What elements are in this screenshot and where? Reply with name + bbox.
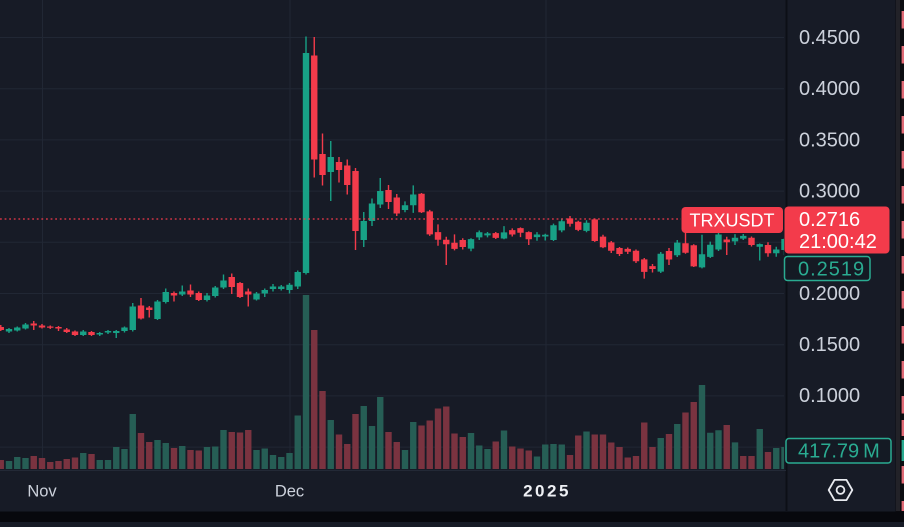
svg-text:Nov: Nov <box>27 483 57 501</box>
svg-text:0.3000: 0.3000 <box>799 181 860 203</box>
svg-text:0.2000: 0.2000 <box>799 283 860 305</box>
svg-text:21:00:42: 21:00:42 <box>799 231 877 253</box>
svg-text:0.2716: 0.2716 <box>799 209 860 231</box>
svg-text:Dec: Dec <box>275 483 304 501</box>
svg-text:TRXUSDT: TRXUSDT <box>690 211 775 231</box>
svg-text:2025: 2025 <box>523 482 571 501</box>
svg-text:417.79 M: 417.79 M <box>798 441 880 463</box>
svg-text:0.2519: 0.2519 <box>798 259 865 281</box>
svg-text:0.1000: 0.1000 <box>799 385 860 407</box>
svg-text:0.1500: 0.1500 <box>799 334 860 356</box>
svg-text:0.3500: 0.3500 <box>799 130 860 152</box>
svg-text:0.4500: 0.4500 <box>799 27 860 49</box>
svg-text:0.4000: 0.4000 <box>799 78 860 100</box>
